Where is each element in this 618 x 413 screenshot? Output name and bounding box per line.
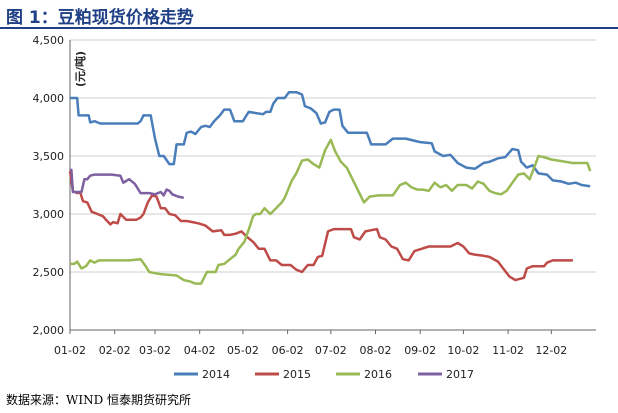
source-note: 数据来源：WIND 恒泰期货研究所 <box>6 393 192 407</box>
series-line-2014 <box>70 90 591 188</box>
x-tick-label: 08-02 <box>360 344 392 357</box>
legend-label-2017: 2017 <box>446 368 474 381</box>
y-tick-label: 4,500 <box>33 34 65 47</box>
x-tick-label: 06-02 <box>272 344 304 357</box>
x-tick-label: 02-02 <box>99 344 131 357</box>
x-tick-label: 12-02 <box>535 344 567 357</box>
x-tick-label: 09-02 <box>404 344 436 357</box>
legend-label-2014: 2014 <box>202 368 230 381</box>
legend-label-2015: 2015 <box>283 368 311 381</box>
y-tick-label: 3,500 <box>33 150 65 163</box>
legend-label-2016: 2016 <box>364 368 392 381</box>
x-tick-label: 03-02 <box>139 344 171 357</box>
series-line-2016 <box>70 138 592 285</box>
x-tick-label: 10-02 <box>447 344 479 357</box>
y-axis-label: (元/吨) <box>73 51 87 87</box>
y-tick-label: 2,500 <box>33 266 65 279</box>
line-chart: 2,000 2,500 3,000 3,500 4,000 4,500 (元/吨) 01-02… <box>33 34 596 381</box>
title-bar: 图 1：豆粕现货价格走势 <box>0 0 618 29</box>
x-tick-label: 05-02 <box>227 344 259 357</box>
y-tick-label: 3,000 <box>33 208 65 221</box>
x-tick-label: 07-02 <box>315 344 347 357</box>
chart-title: 图 1：豆粕现货价格走势 <box>6 8 194 28</box>
series-line-2017 <box>70 168 185 200</box>
y-tick-label: 4,000 <box>33 92 65 105</box>
x-tick-label: 11-02 <box>492 344 524 357</box>
y-tick-label: 2,000 <box>33 324 65 337</box>
chart-container: 2,000 2,500 3,000 3,500 4,000 4,500 (元/吨) 01-02… <box>0 29 618 383</box>
series-line-2015 <box>68 170 573 282</box>
x-tick-label: 01-02 <box>54 344 86 357</box>
x-tick-label: 04-02 <box>184 344 216 357</box>
